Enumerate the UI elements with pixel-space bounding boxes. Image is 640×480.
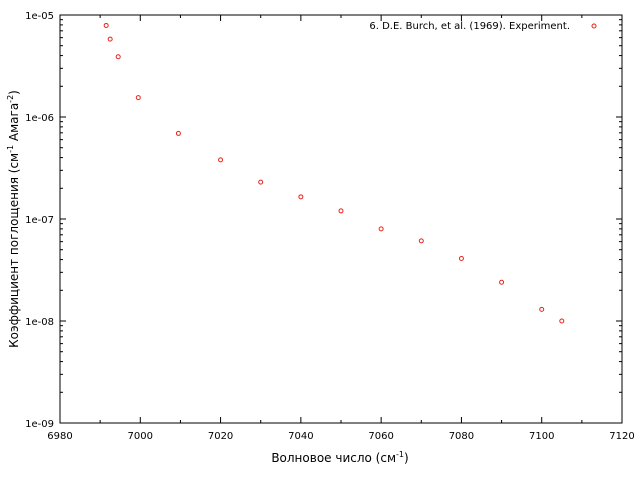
y-axis-title: Коэффициент поглощения (см-1 Амага-2) — [6, 90, 21, 348]
data-point — [418, 238, 424, 244]
legend-marker — [591, 23, 597, 29]
data-point — [499, 279, 505, 285]
legend-label: 6. D.E. Burch, et al. (1969). Experiment… — [369, 21, 570, 32]
data-point — [539, 306, 545, 312]
x-tick-label: 7080 — [449, 431, 474, 442]
data-point — [378, 226, 384, 232]
y-tick-label: 1e-05 — [25, 11, 54, 22]
x-tick-label: 7040 — [288, 431, 313, 442]
data-point — [258, 179, 264, 185]
x-axis-title: Волновое число (см-1) — [271, 450, 408, 465]
y-tick-label: 1e-06 — [25, 113, 54, 124]
plot-frame — [59, 14, 623, 424]
data-point — [218, 157, 224, 163]
x-tick-label: 6980 — [47, 431, 72, 442]
data-point — [458, 255, 464, 261]
x-tick-label: 7120 — [609, 431, 634, 442]
x-tick-label: 7100 — [529, 431, 554, 442]
x-tick-label: 7020 — [208, 431, 233, 442]
y-tick-label: 1e-08 — [25, 317, 54, 328]
x-axis-ticks: 6980 7000 7020 7040 7060 7080 7100 7120 — [47, 15, 635, 442]
data-point — [115, 54, 121, 60]
data-point — [338, 208, 344, 214]
y-axis-ticks: 1e-09 1e-08 1e-07 1e-06 1e-05 — [25, 11, 622, 430]
legend: 6. D.E. Burch, et al. (1969). Experiment… — [369, 21, 597, 32]
data-point — [559, 318, 565, 324]
data-point — [175, 130, 181, 136]
data-point — [135, 95, 141, 101]
x-tick-label: 7000 — [128, 431, 153, 442]
data-point — [298, 194, 304, 200]
data-point — [103, 22, 109, 28]
y-tick-label: 1e-09 — [25, 419, 54, 430]
data-point — [107, 36, 113, 42]
data-series — [103, 22, 565, 324]
y-tick-label: 1e-07 — [25, 215, 54, 226]
x-tick-label: 7060 — [368, 431, 393, 442]
